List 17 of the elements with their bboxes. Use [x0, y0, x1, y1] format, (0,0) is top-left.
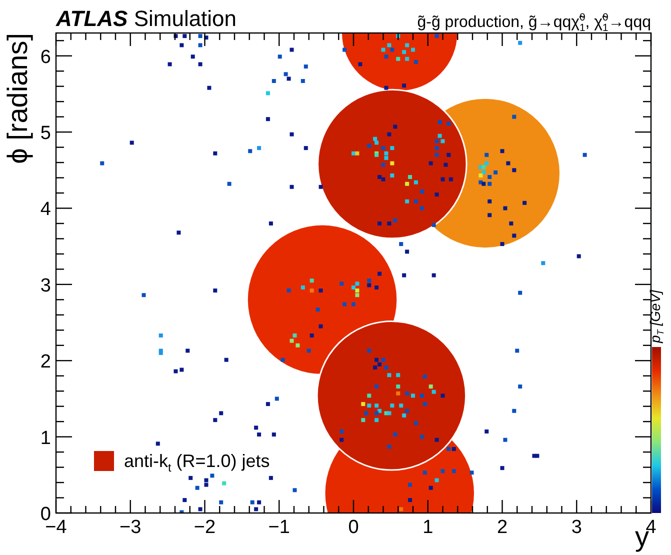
x-tick-label: 1 — [422, 517, 434, 538]
y-tick-label: 3 — [40, 275, 51, 296]
y-tick-label: 5 — [40, 123, 51, 144]
y-tick-label: 0 — [40, 504, 51, 525]
x-tick-label: −3 — [120, 517, 142, 538]
chart-title: ATLAS Simulation — [55, 6, 237, 31]
legend-label: anti-k$_{t}$ (R=1.0) jets — [124, 451, 270, 474]
x-tick-label: 2 — [496, 517, 508, 538]
y-tick-label: 4 — [40, 199, 52, 220]
x-tick-label: −1 — [268, 517, 290, 538]
x-tick-label: 3 — [571, 517, 582, 538]
x-tick-label: 0 — [348, 517, 359, 538]
x-tick-label: −2 — [194, 517, 216, 538]
y-axis-title: ϕ [radians] — [2, 33, 33, 164]
y-tick-label: 1 — [40, 428, 51, 449]
y-tick-label: 6 — [40, 46, 51, 68]
y-tick-label: 2 — [40, 352, 51, 373]
